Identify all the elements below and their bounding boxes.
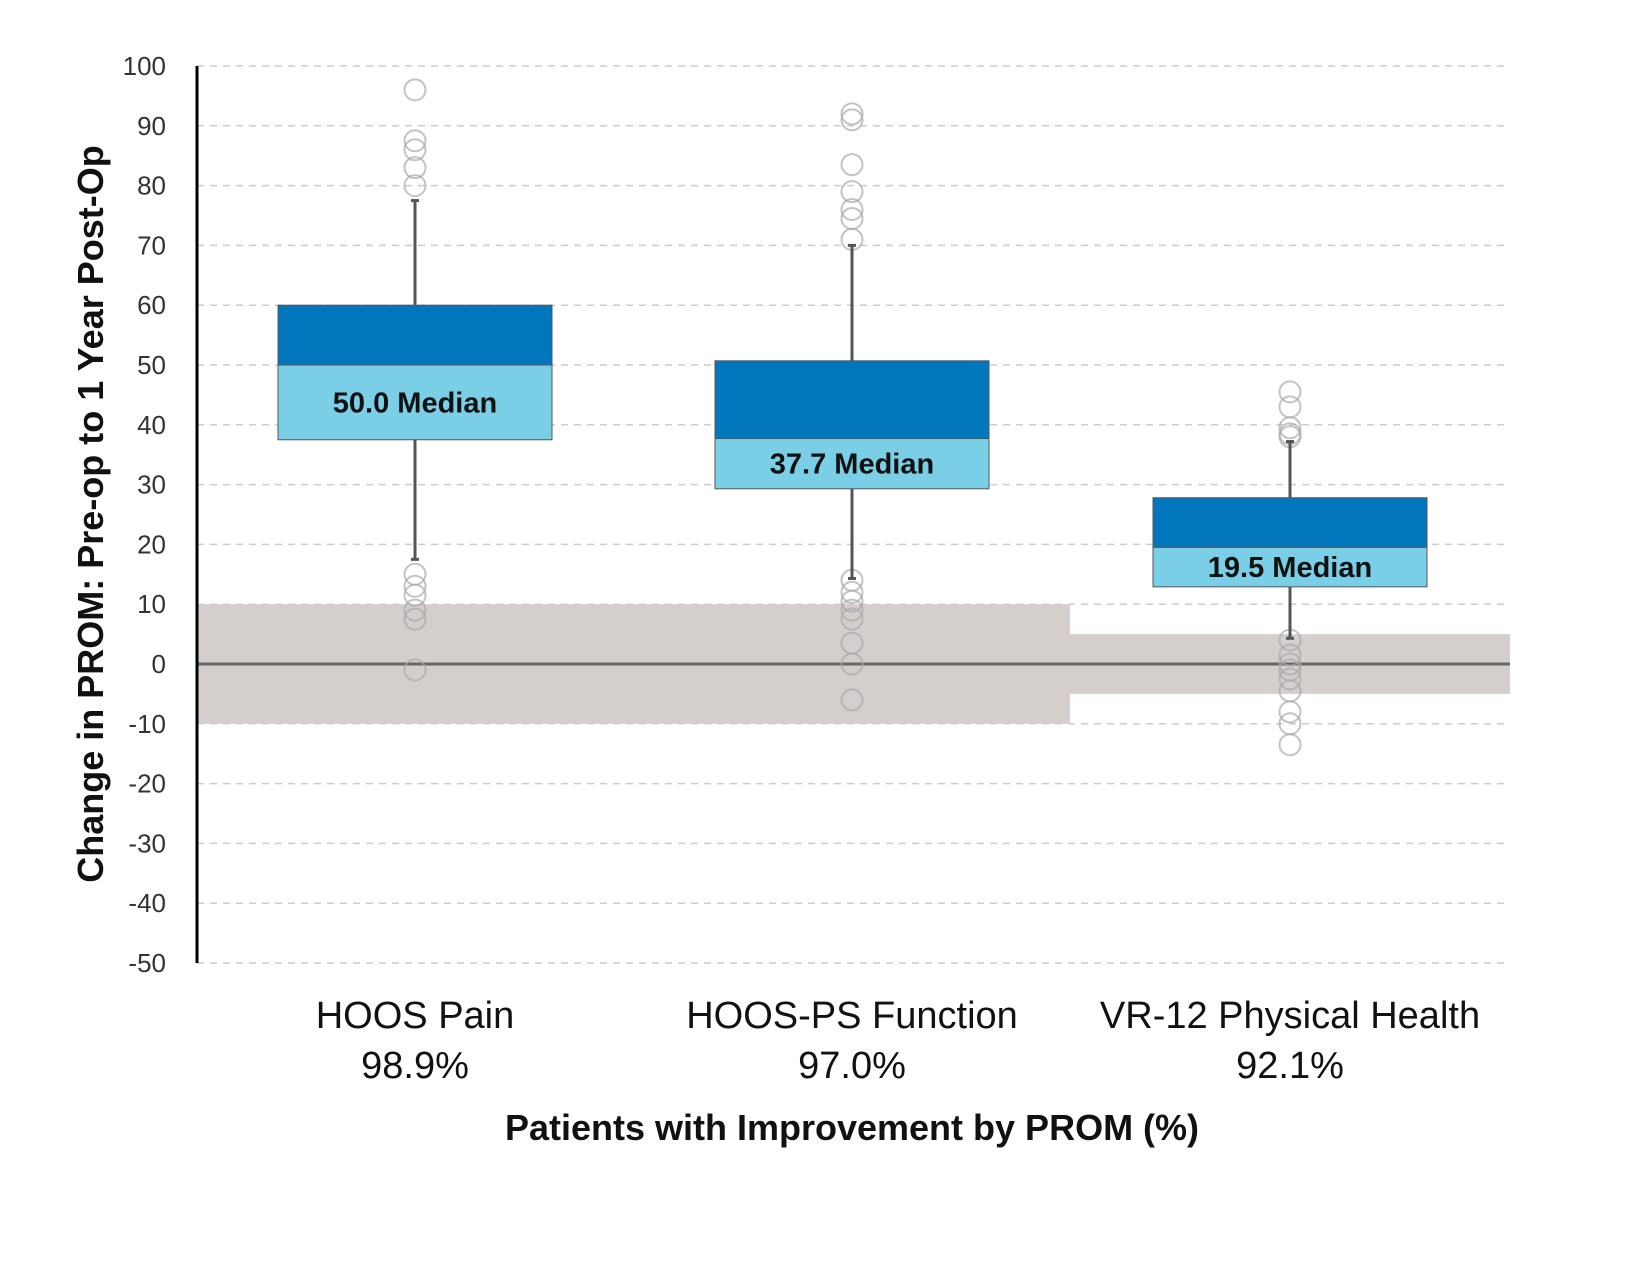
upper-box [1152, 497, 1428, 548]
y-tick-label: 20 [137, 529, 166, 559]
outlier-point [403, 607, 427, 631]
outlier-point [403, 156, 427, 180]
outlier-point [403, 598, 427, 622]
outlier-point [403, 583, 427, 607]
median-label: 37.7 Median [770, 449, 934, 481]
outlier-point [1278, 643, 1302, 667]
y-tick-label: 80 [137, 171, 166, 201]
outlier-point [840, 153, 864, 177]
boxes: 50.0 Median 37.7 Median 19.5 Median [277, 304, 1428, 588]
lower-box [277, 364, 553, 441]
outlier-point [403, 129, 427, 153]
upper-box [277, 304, 553, 366]
outlier-point [1278, 700, 1302, 724]
outlier-point [1278, 667, 1302, 691]
whiskers [411, 199, 1294, 640]
y-tick-label: 30 [137, 470, 166, 500]
category-label: VR-12 Physical Health [1100, 995, 1480, 1037]
y-tick-label: -30 [128, 828, 166, 858]
outlier-point [840, 598, 864, 622]
lower-box [1152, 546, 1428, 588]
outlier-point [1278, 733, 1302, 757]
y-tick-label: 50 [137, 350, 166, 380]
y-tick-label: 90 [137, 111, 166, 141]
category-percent: 92.1% [1236, 1045, 1344, 1087]
y-tick-label: -20 [128, 769, 166, 799]
y-tick-label: -40 [128, 888, 166, 918]
outlier-point [403, 658, 427, 682]
outlier-point [840, 589, 864, 613]
y-tick-label: -50 [128, 948, 166, 978]
outlier-point [403, 138, 427, 162]
outlier-point [840, 652, 864, 676]
outlier-point [840, 102, 864, 126]
category-percent: 98.9% [361, 1045, 469, 1087]
x-axis-title: Patients with Improvement by PROM (%) [505, 1107, 1199, 1148]
outlier-point [403, 78, 427, 102]
outlier-point [840, 206, 864, 230]
lower-box [714, 438, 990, 490]
outlier-point [840, 688, 864, 712]
y-tick-label: 60 [137, 290, 166, 320]
outlier-point [403, 574, 427, 598]
y-tick-label: 0 [152, 649, 166, 679]
outlier-point [1278, 652, 1302, 676]
outlier-point [1278, 380, 1302, 404]
median-label: 19.5 Median [1208, 552, 1372, 584]
y-tick-label: 100 [123, 51, 166, 81]
category-label: HOOS Pain [316, 995, 515, 1037]
upper-box [714, 360, 990, 440]
y-tick-label: -10 [128, 709, 166, 739]
outlier-point [840, 108, 864, 132]
y-axis-title: Change in PROM: Pre-op to 1 Year Post-Op [70, 145, 111, 882]
category-labels: HOOS Pain 98.9% HOOS-PS Function 97.0% VR-12… [316, 995, 1480, 1087]
y-tick-label: 40 [137, 410, 166, 440]
category-label: HOOS-PS Function [686, 995, 1018, 1037]
outlier-point [840, 580, 864, 604]
median-label: 50.0 Median [333, 387, 497, 419]
y-tick-label: 70 [137, 230, 166, 260]
category-percent: 97.0% [798, 1045, 906, 1087]
outlier-point [403, 174, 427, 198]
y-tick-label: 10 [137, 589, 166, 619]
outlier-point [840, 607, 864, 631]
outlier-points [403, 78, 1302, 757]
outlier-point [840, 198, 864, 222]
outlier-point [1278, 416, 1302, 440]
outlier-point [403, 562, 427, 586]
outlier-point [1278, 395, 1302, 419]
outlier-point [840, 180, 864, 204]
